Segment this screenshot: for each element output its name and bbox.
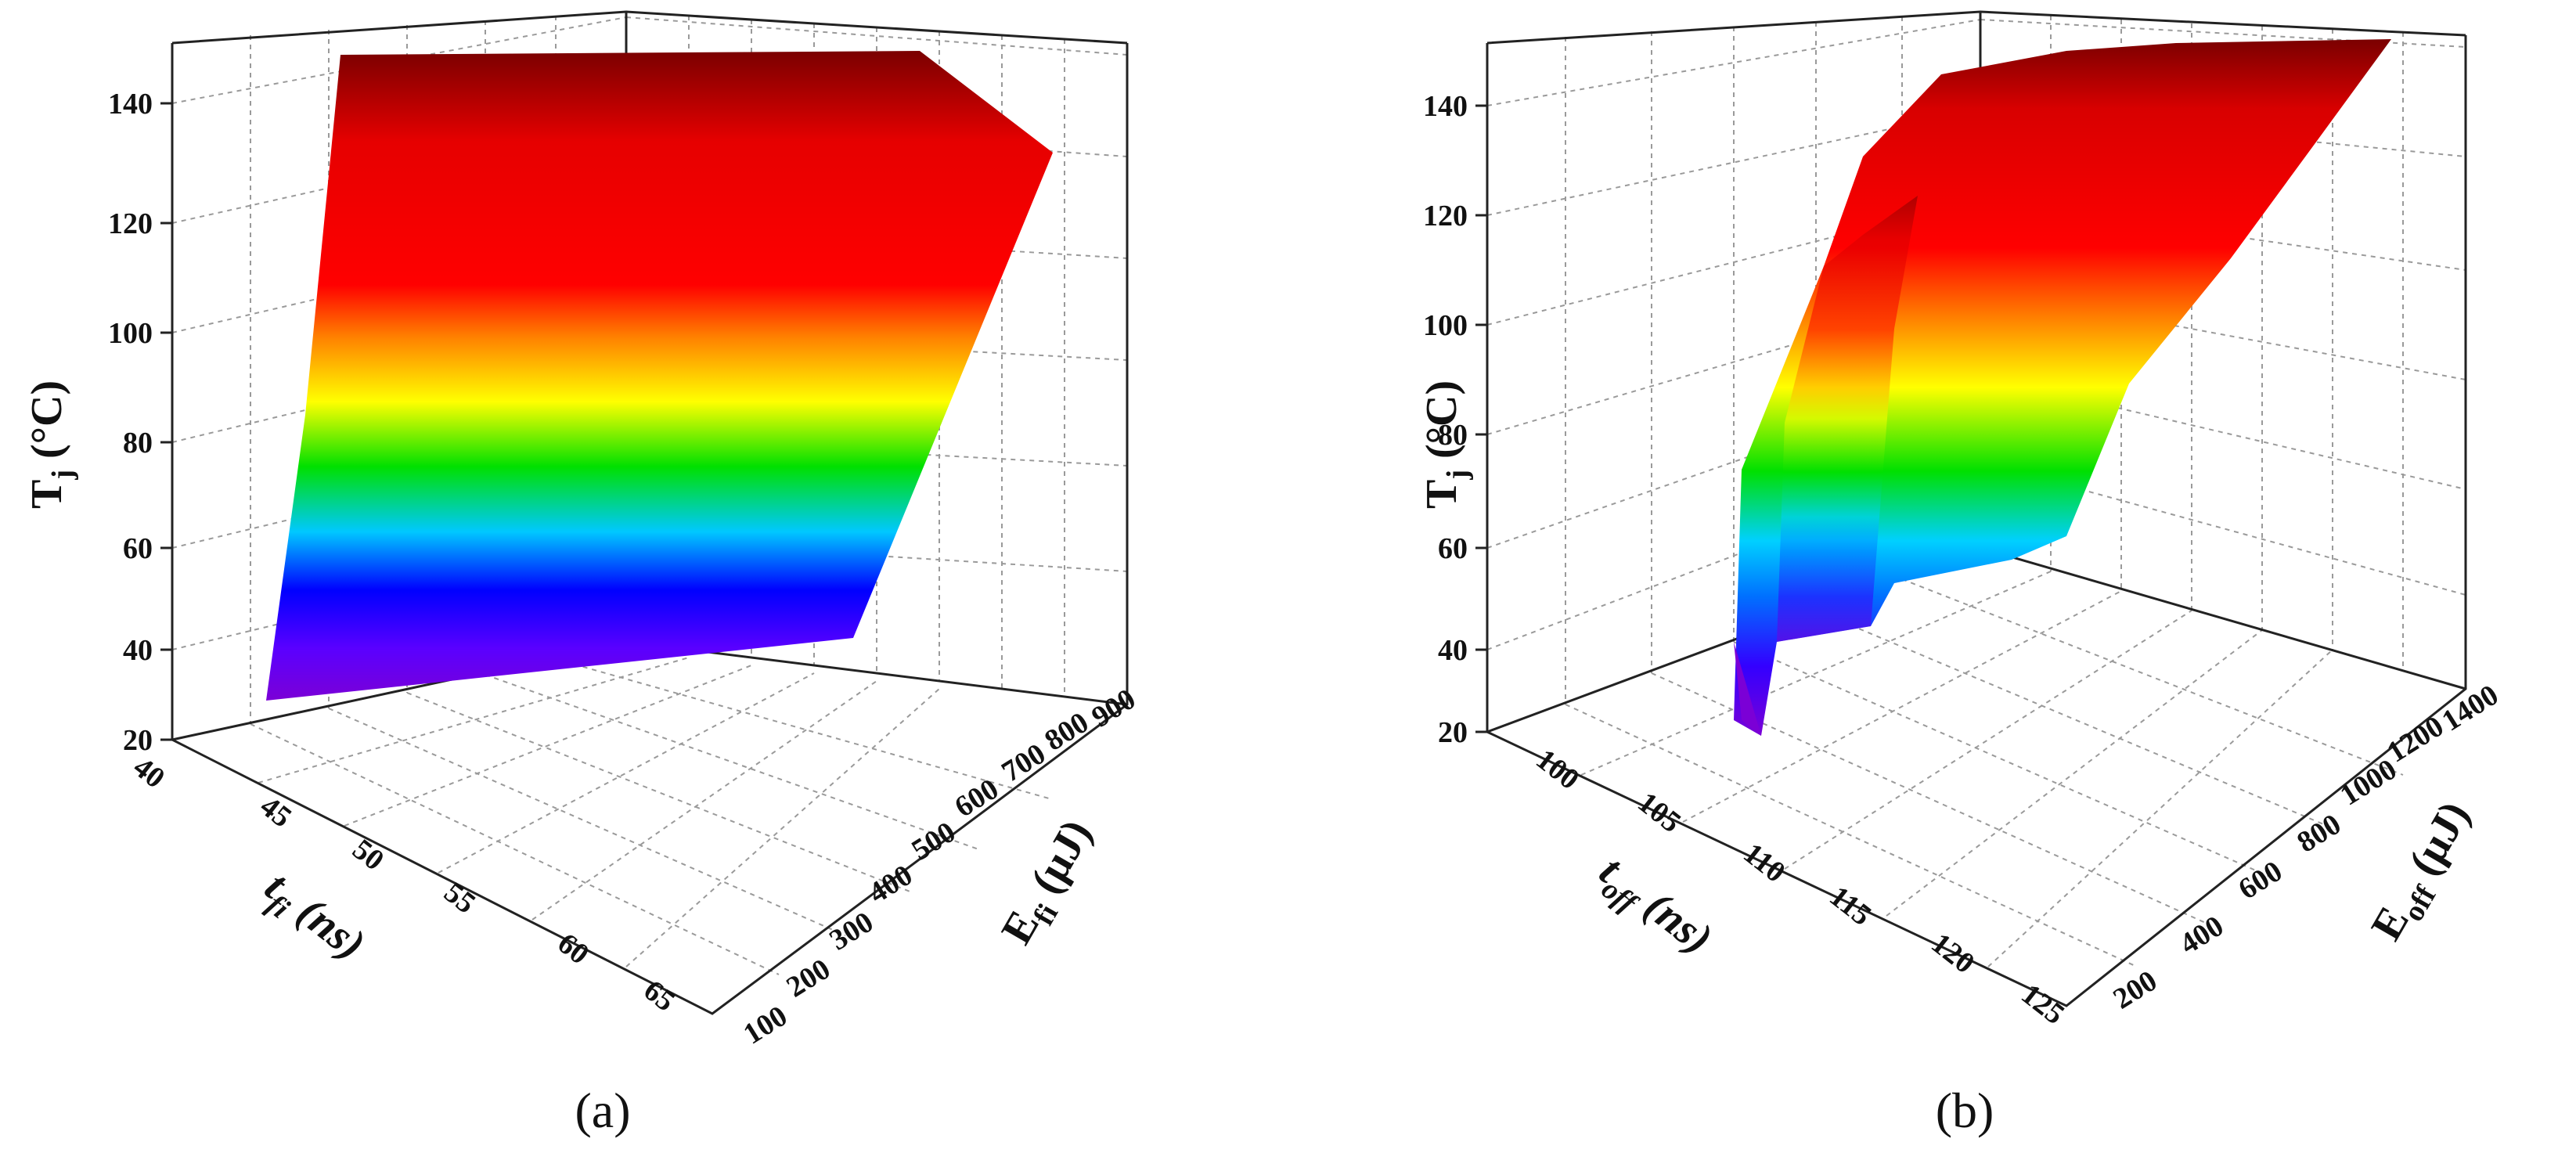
- panel-b-y-tick: 1200: [2382, 710, 2450, 769]
- panel-a-y-tick: 100: [738, 1000, 794, 1051]
- panel-a-y-tick: 300: [824, 906, 880, 957]
- panel-b-x-tick: 115: [1823, 880, 1877, 932]
- panel-a-z-tick: 20: [123, 724, 153, 757]
- panel-b-y-tick: 800: [2292, 808, 2347, 859]
- panel-a-y-tick: 800: [1039, 706, 1095, 758]
- panel-b-y-tick: 600: [2233, 855, 2289, 906]
- panel-b-z-tick: 20: [1438, 716, 1468, 749]
- panel-a-z-tick: 40: [123, 634, 153, 667]
- panel-b-z-tick: 140: [1423, 90, 1468, 123]
- panel-b-x-tick: 100: [1529, 743, 1585, 796]
- panel-b-x-tick: 105: [1631, 786, 1687, 839]
- panel-a-x-ticks: 40 45 50 55 60 65: [127, 751, 681, 1018]
- panel-a-x-tick: 55: [438, 876, 481, 920]
- panel-b-caption: (b): [1936, 1083, 1994, 1138]
- panel-a-y-tick: 500: [906, 816, 962, 867]
- panel-b-surface: [1734, 39, 2391, 736]
- panel-a-x-axis-label: tfi (ns): [251, 862, 374, 975]
- panel-b-x-tick: 110: [1737, 837, 1791, 889]
- panel-a-z-tick: 140: [108, 88, 153, 121]
- panel-b-x-axis-label: toff (ns): [1586, 846, 1721, 969]
- panel-a-x-tick: 40: [127, 751, 171, 794]
- panel-a-x-tick: 60: [551, 927, 595, 971]
- panel-a-y-tick: 700: [996, 737, 1052, 789]
- panel-a-z-tick: 80: [123, 427, 153, 459]
- panel-b-y-tick: 400: [2174, 910, 2230, 961]
- panel-a-x-tick: 50: [346, 833, 390, 877]
- panel-a-y-tick: 200: [781, 953, 837, 1004]
- panel-a-y-axis-label: Efi (μJ): [993, 812, 1108, 957]
- panel-a-x-tick: 45: [254, 790, 297, 834]
- panel-b-z-tick: 100: [1423, 309, 1468, 342]
- panel-a-x-tick: 65: [637, 974, 681, 1018]
- panel-b-y-tick: 1400: [2437, 679, 2505, 738]
- panel-b: 20 40 60 80 100 120 140 100 105 110 115 …: [1418, 10, 2505, 1138]
- panel-a-z-tick: 60: [123, 532, 153, 565]
- panel-a: 20 40 60 80 100 120 140 40 45 50 55 60 6…: [23, 10, 1141, 1138]
- panel-a-z-tick: 100: [108, 317, 153, 350]
- panel-a-surface: [266, 51, 1053, 701]
- panel-b-y-axis-label: Eoff (μJ): [2362, 794, 2487, 953]
- panel-b-z-ticks: 20 40 60 80 100 120 140: [1423, 90, 1487, 749]
- panel-b-y-tick: 200: [2108, 964, 2163, 1016]
- panel-a-z-tick: 120: [108, 207, 153, 240]
- panel-a-z-ticks: 20 40 60 80 100 120 140: [108, 88, 172, 757]
- panel-b-z-axis-label: Tj (°C): [1418, 380, 1474, 509]
- panel-a-caption: (a): [575, 1083, 630, 1138]
- panel-b-z-tick: 80: [1438, 419, 1468, 452]
- panel-a-z-axis-label: Tj (°C): [23, 380, 79, 509]
- panel-b-x-tick: 120: [1925, 927, 1980, 980]
- panel-b-z-tick: 60: [1438, 532, 1468, 565]
- panel-b-z-tick: 120: [1423, 200, 1468, 232]
- panel-a-y-tick: 600: [949, 773, 1005, 824]
- panel-b-z-tick: 40: [1438, 634, 1468, 667]
